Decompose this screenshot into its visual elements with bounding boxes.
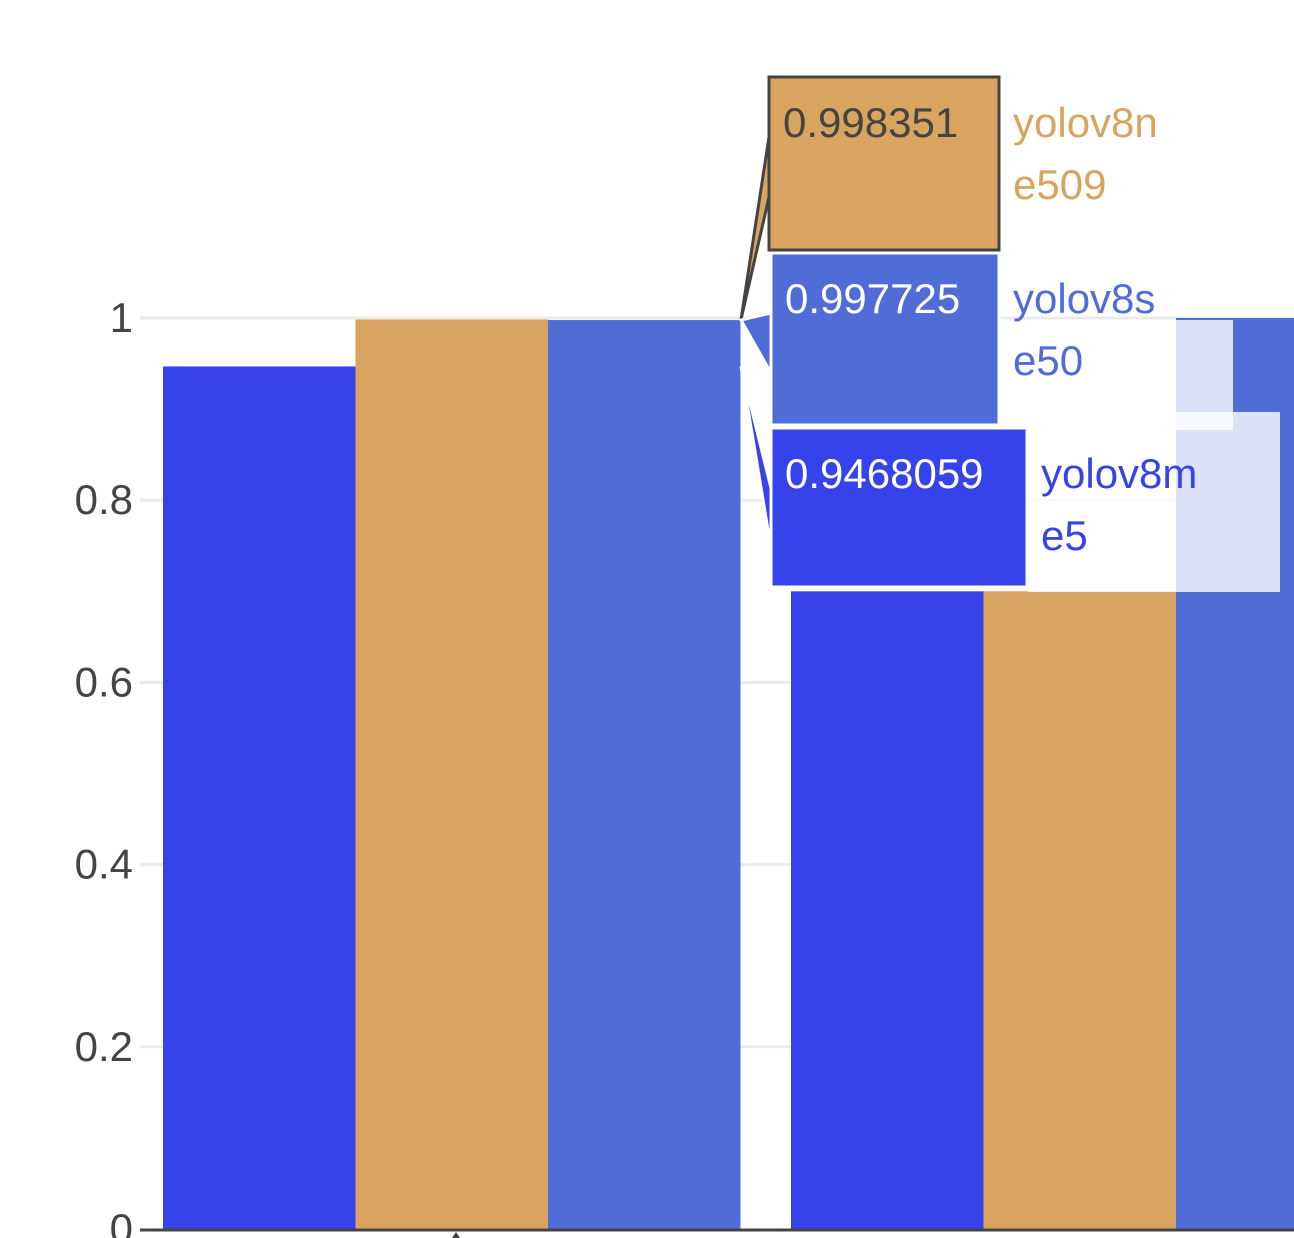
hover-series-name: e50 bbox=[1013, 337, 1083, 384]
hover-series-name: yolov8m bbox=[1041, 450, 1197, 497]
hover-labels: 0.998351 yolov8n e509 0.997725 yolov8s e50 0.9… bbox=[738, 75, 1280, 592]
bar-yolov8n_e509 bbox=[983, 591, 1176, 1229]
bar-yolov8m_e5 bbox=[163, 366, 356, 1229]
bar-yolov8m_e5 bbox=[791, 591, 984, 1229]
y-tick-label: 0.2 bbox=[75, 1023, 133, 1070]
hover-pointer bbox=[739, 366, 773, 549]
hover-series-name: yolov8n bbox=[1013, 99, 1158, 146]
hover-value-box bbox=[769, 251, 1001, 427]
hover-name-background bbox=[1028, 412, 1280, 592]
hover-value: 0.9468059 bbox=[785, 450, 984, 497]
y-tick-label: 0.6 bbox=[75, 658, 133, 705]
y-tick-label: 0.8 bbox=[75, 476, 133, 523]
hover-value: 0.998351 bbox=[783, 99, 958, 146]
bar-yolov8n_e509 bbox=[355, 319, 548, 1230]
y-tick-label: 0 bbox=[110, 1205, 133, 1238]
hover-series-name: yolov8s bbox=[1013, 275, 1155, 322]
y-tick-label: 1 bbox=[110, 294, 133, 341]
bars bbox=[163, 318, 1294, 1230]
hover-pointer bbox=[739, 136, 771, 320]
hover-value: 0.997725 bbox=[785, 275, 960, 322]
hover-value-box bbox=[767, 75, 1001, 252]
y-tick-label: 0.4 bbox=[75, 841, 133, 888]
y-axis: 0 0.2 0.4 0.6 0.8 1 bbox=[75, 294, 1294, 1238]
hover-pointer bbox=[738, 311, 773, 379]
hover-value-box bbox=[769, 426, 1029, 589]
bar-yolov8s_e50 bbox=[548, 320, 741, 1229]
hover-series-name: e509 bbox=[1013, 161, 1106, 208]
x-axis-tick-mark bbox=[452, 1232, 460, 1238]
hover-series-name: e5 bbox=[1041, 512, 1088, 559]
hover-name-background bbox=[1001, 320, 1233, 430]
